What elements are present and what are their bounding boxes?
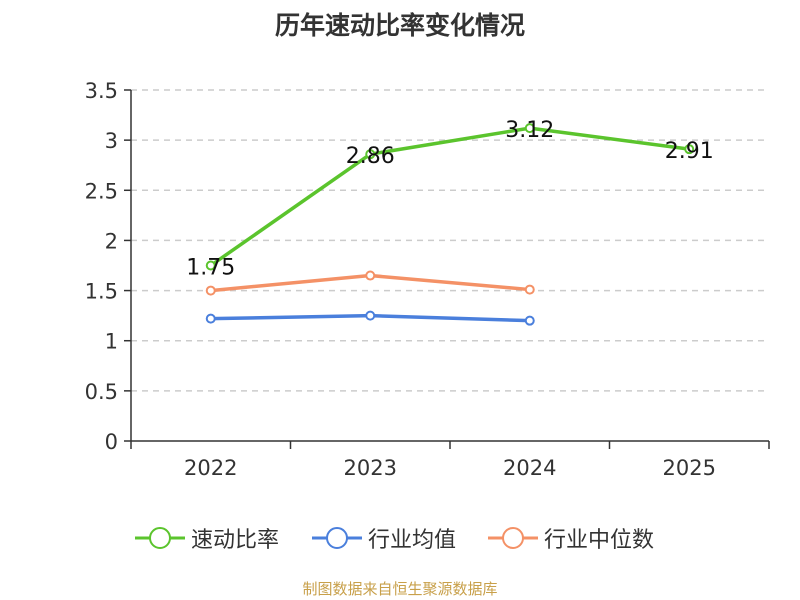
legend-label: 速动比率 <box>191 528 280 553</box>
series-line <box>209 126 690 267</box>
data-point <box>365 270 376 281</box>
legend-item-industry-median[interactable]: 行业中位数 <box>488 518 654 558</box>
data-source-note: 制图数据来自恒生聚源数据库 <box>302 580 498 598</box>
y-tick-label: 2 <box>105 229 118 253</box>
x-tick-label: 2022 <box>184 456 237 480</box>
data-point <box>684 144 695 155</box>
legend-swatch <box>312 527 362 549</box>
grid-lines <box>131 89 769 392</box>
data-label: 1.75 <box>186 256 235 281</box>
y-tick-label: 1.5 <box>85 280 118 304</box>
legend-item-industry-mean[interactable]: 行业均值 <box>312 518 456 558</box>
series-lines <box>205 123 695 326</box>
y-tick-label: 0 <box>105 430 118 454</box>
data-point <box>205 285 216 296</box>
x-tick-label: 2025 <box>663 456 716 480</box>
data-point <box>524 315 535 326</box>
legend-label: 行业均值 <box>368 528 457 553</box>
x-tick-label: 2024 <box>503 456 556 480</box>
y-tick-label: 3.5 <box>85 79 118 103</box>
x-tick-label: 2023 <box>344 456 397 480</box>
chart-title: 历年速动比率变化情况 <box>274 11 525 40</box>
y-tick-label: 2.5 <box>85 179 118 203</box>
legend-swatch <box>488 527 538 549</box>
legend: 速动比率 行业均值 行业中位数 <box>0 518 800 558</box>
data-label: 2.91 <box>665 139 714 164</box>
axes: 0 0.5 1 1.5 2 2.5 3 3.5 2022 2023 2024 2025 <box>85 79 770 480</box>
data-point <box>205 260 216 271</box>
y-tick-label: 1 <box>105 330 118 354</box>
legend-item-quick-ratio[interactable]: 速动比率 <box>135 518 279 558</box>
legend-swatch <box>135 527 185 549</box>
y-tick-label: 3 <box>105 129 118 153</box>
data-point <box>365 310 376 321</box>
data-labels: 1.75 2.86 3.12 2.91 <box>186 118 713 280</box>
data-point <box>365 149 376 160</box>
data-point <box>205 313 216 324</box>
data-label: 2.86 <box>346 144 395 169</box>
data-point <box>524 123 535 134</box>
y-tick-label: 0.5 <box>85 380 118 404</box>
legend-label: 行业中位数 <box>544 528 655 553</box>
data-label: 3.12 <box>505 118 554 143</box>
data-point <box>524 284 535 295</box>
